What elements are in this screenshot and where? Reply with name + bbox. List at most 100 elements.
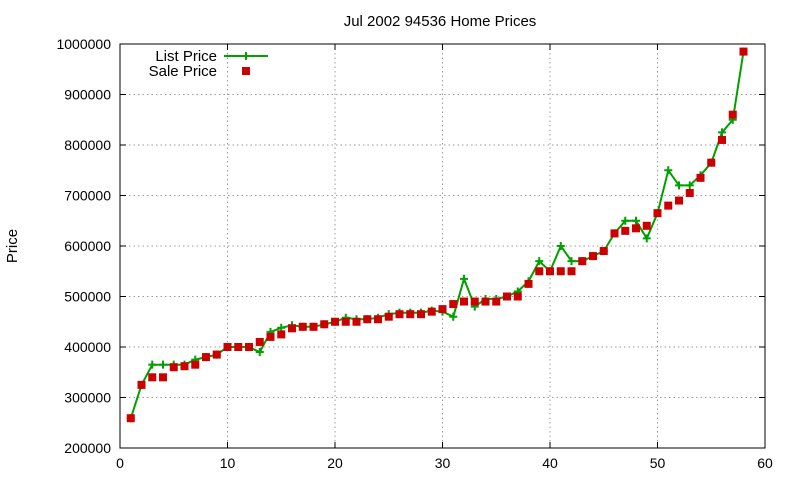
sale-price-point bbox=[599, 247, 608, 256]
sale-price-point bbox=[438, 305, 447, 314]
gridlines bbox=[120, 44, 765, 448]
sale-price-point bbox=[126, 414, 135, 423]
list-price-point bbox=[664, 166, 673, 175]
sale-price-point bbox=[331, 317, 339, 326]
sale-price-point bbox=[277, 330, 286, 339]
sale-price-point bbox=[653, 209, 662, 218]
x-tick-label: 50 bbox=[650, 455, 666, 471]
sale-price-point bbox=[191, 360, 200, 369]
series-layer bbox=[126, 47, 748, 423]
sale-price-point bbox=[675, 196, 683, 205]
list-price-point bbox=[148, 360, 157, 369]
sale-price-point bbox=[159, 373, 167, 382]
sale-price-point bbox=[341, 317, 350, 326]
sale-price-point bbox=[202, 353, 210, 362]
sale-price-point bbox=[406, 310, 415, 319]
list-price-point bbox=[535, 257, 544, 266]
legend: List Price Sale Price bbox=[149, 48, 268, 80]
sale-price-point bbox=[621, 226, 630, 235]
sale-price-point bbox=[384, 312, 393, 321]
sale-price-point bbox=[718, 135, 726, 144]
chart-title: Jul 2002 94536 Home Prices bbox=[344, 13, 537, 30]
sale-price-point bbox=[245, 343, 253, 351]
list-price-point bbox=[449, 312, 458, 321]
legend-label-list-price: List Price bbox=[155, 48, 217, 65]
sale-price-point bbox=[395, 310, 404, 319]
sale-price-point bbox=[503, 292, 511, 301]
sale-price-point bbox=[212, 350, 221, 359]
sale-price-point bbox=[223, 343, 232, 351]
sale-price-point bbox=[169, 363, 178, 372]
sale-price-point bbox=[535, 267, 544, 276]
sale-price-point bbox=[363, 315, 372, 324]
list-price-point bbox=[685, 181, 694, 190]
sale-price-point bbox=[470, 297, 479, 306]
sale-price-point bbox=[352, 317, 361, 326]
sale-price-point bbox=[417, 310, 425, 319]
sale-price-point bbox=[513, 292, 522, 301]
y-tick-label: 700000 bbox=[64, 188, 111, 204]
list-price-point bbox=[460, 274, 468, 283]
sale-price-point bbox=[546, 267, 554, 276]
sale-price-point bbox=[148, 373, 157, 382]
list-price-point bbox=[556, 242, 565, 250]
sale-price-point bbox=[427, 307, 436, 316]
axis-ticks: 0 10 20 30 40 50 60 200000 300000 400000 500000 600… bbox=[56, 36, 773, 471]
sale-price-point bbox=[578, 257, 587, 266]
legend-marker-list-price bbox=[242, 52, 250, 60]
sale-price-point bbox=[567, 267, 576, 276]
legend-plus-glyph bbox=[242, 52, 250, 60]
sale-price-point bbox=[255, 337, 264, 346]
y-axis-label: Price bbox=[4, 229, 21, 263]
sale-price-point bbox=[309, 322, 318, 331]
y-tick-label: 300000 bbox=[64, 390, 111, 406]
x-tick-label: 60 bbox=[757, 455, 773, 471]
sale-price-point bbox=[610, 229, 619, 238]
x-tick-label: 40 bbox=[542, 455, 558, 471]
list-price-point bbox=[255, 348, 264, 357]
sale-price-point bbox=[298, 322, 307, 331]
x-tick-label: 0 bbox=[116, 455, 124, 471]
x-tick-label: 30 bbox=[435, 455, 451, 471]
y-tick-label: 600000 bbox=[64, 238, 111, 254]
sale-price-point bbox=[374, 315, 382, 324]
sale-price-point bbox=[449, 300, 458, 309]
legend-label-sale-price: Sale Price bbox=[149, 63, 217, 80]
list-price-point bbox=[718, 128, 726, 137]
sale-price-point bbox=[137, 380, 146, 389]
x-tick-label: 20 bbox=[327, 455, 343, 471]
sale-price-point bbox=[707, 158, 716, 167]
y-tick-label: 200000 bbox=[64, 440, 111, 456]
sale-price-point bbox=[556, 267, 565, 276]
list-price-point bbox=[621, 216, 630, 225]
list-price-point bbox=[159, 360, 167, 369]
sale-price-point bbox=[664, 201, 673, 210]
y-tick-label: 1000000 bbox=[56, 36, 111, 52]
sale-price-point bbox=[320, 320, 329, 329]
sale-price-point bbox=[492, 297, 501, 306]
series-line-list-price bbox=[129, 51, 745, 419]
sale-price-point bbox=[234, 343, 243, 351]
sale-price-point bbox=[460, 297, 468, 306]
sale-price-point bbox=[288, 324, 296, 333]
y-tick-label: 800000 bbox=[64, 137, 111, 153]
legend-marker-sale-price bbox=[242, 67, 250, 75]
sale-price-point bbox=[728, 110, 737, 119]
x-tick-label: 10 bbox=[220, 455, 236, 471]
sale-price-point bbox=[696, 173, 705, 182]
y-tick-label: 900000 bbox=[64, 87, 111, 103]
sale-price-point bbox=[739, 47, 748, 56]
sale-price-point bbox=[589, 252, 597, 261]
sale-price-point bbox=[266, 332, 275, 341]
list-price-point bbox=[567, 257, 576, 266]
sale-price-point bbox=[642, 221, 651, 230]
list-price-point bbox=[642, 234, 651, 243]
y-tick-label: 400000 bbox=[64, 339, 111, 355]
list-price-point bbox=[632, 216, 640, 225]
list-price-point bbox=[675, 181, 683, 190]
sale-price-point bbox=[481, 297, 490, 306]
sale-price-point bbox=[632, 224, 640, 233]
sale-price-point bbox=[524, 279, 533, 288]
sale-price-point bbox=[685, 188, 694, 197]
